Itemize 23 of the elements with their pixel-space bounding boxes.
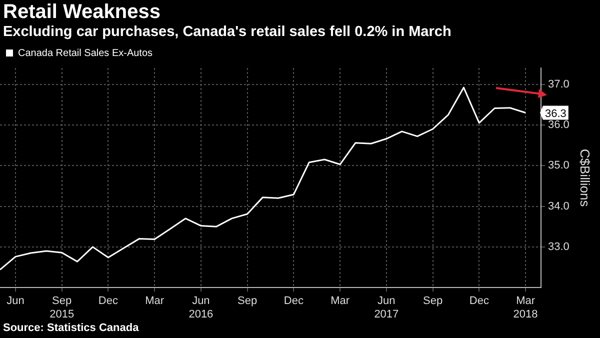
x-tick-label: Sep [423, 295, 443, 308]
x-tick-label: Mar [145, 295, 164, 308]
y-tick-label: 36.0 [548, 118, 570, 131]
y-axis-title: C$Billions [578, 148, 593, 208]
data-label: 36.3 [544, 108, 566, 120]
source-note: Source: Statistics Canada [3, 322, 139, 334]
x-tick-label: Mar 2018 [513, 295, 538, 320]
x-tick-label: Dec [284, 295, 304, 308]
x-tick-label: Jun 2017 [374, 295, 399, 320]
x-tick-label: Dec [469, 295, 490, 308]
x-tick-label: Jun 2016 [188, 295, 214, 320]
x-tick-label: Sep [238, 295, 258, 308]
y-tick-label: 34.0 [548, 200, 570, 212]
x-tick-label: Dec [98, 295, 118, 308]
y-tick-label: 35.0 [548, 160, 570, 172]
y-tick-label: 37.0 [548, 78, 570, 90]
x-tick-label: Sep 2015 [50, 295, 74, 320]
x-tick-label: Jun [6, 295, 24, 308]
x-tick-label: Mar [330, 295, 350, 308]
chart-title: Retail Weakness [3, 1, 160, 24]
legend-label: Canada Retail Sales Ex-Autos [18, 48, 153, 59]
chart-subtitle: Excluding car purchases, Canada's retail sales fell 0.2% in March [3, 24, 452, 40]
y-tick-label: 33.0 [548, 240, 570, 253]
